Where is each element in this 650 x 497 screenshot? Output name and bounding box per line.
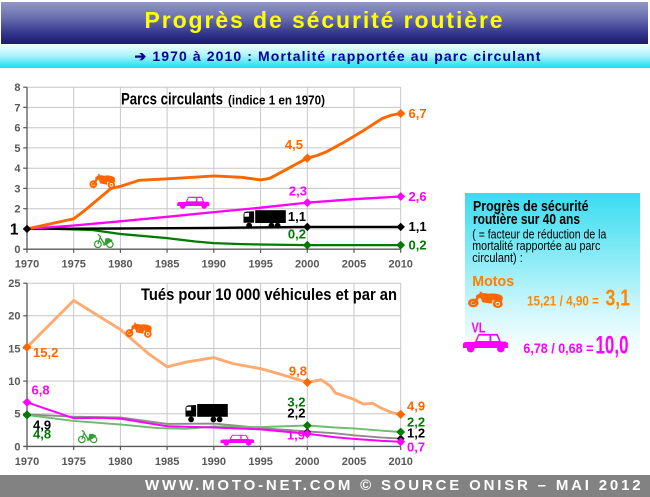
svg-text:1,1: 1,1 [288,209,306,224]
svg-text:0: 0 [14,244,20,256]
svg-text:1975: 1975 [61,259,85,271]
svg-text:2005: 2005 [342,456,366,468]
svg-text:1995: 1995 [248,259,272,271]
svg-text:4,5: 4,5 [285,137,303,152]
svg-text:6,7: 6,7 [409,106,427,121]
svg-text:0: 0 [14,441,20,453]
svg-text:( = facteur de réduction de la: ( = facteur de réduction de la [472,228,606,242]
svg-text:mortalité rapportée au parc: mortalité rapportée au parc [472,239,600,253]
svg-text:1970: 1970 [15,259,39,271]
svg-text:2,2: 2,2 [407,415,425,430]
svg-text:2010: 2010 [388,456,412,468]
svg-text:1985: 1985 [155,259,179,271]
svg-text:1985: 1985 [155,456,179,468]
svg-text:6,78 / 0,68 =: 6,78 / 0,68 = [523,340,593,356]
svg-text:6,8: 6,8 [32,383,50,398]
svg-text:1: 1 [10,222,19,239]
svg-text:2,6: 2,6 [409,189,427,204]
svg-text:3,1: 3,1 [606,285,631,311]
svg-text:Parcs circulants: Parcs circulants [121,91,223,109]
svg-text:25: 25 [8,278,20,290]
svg-text:1990: 1990 [202,259,226,271]
svg-text:0,2: 0,2 [288,227,306,242]
svg-text:(indice 1 en 1970): (indice 1 en 1970) [228,93,325,108]
svg-text:1980: 1980 [108,456,132,468]
svg-text:2,3: 2,3 [289,184,307,199]
svg-text:1980: 1980 [108,259,132,271]
svg-text:3: 3 [14,183,20,195]
svg-text:2,2: 2,2 [287,406,305,421]
svg-text:6: 6 [14,123,20,135]
svg-text:5: 5 [14,143,20,155]
svg-text:4,9: 4,9 [407,399,425,414]
svg-text:8: 8 [14,82,20,94]
svg-text:1970: 1970 [15,456,39,468]
svg-text:1995: 1995 [248,456,272,468]
svg-text:5: 5 [14,409,20,421]
svg-text:3,2: 3,2 [287,395,305,410]
svg-text:10,0: 10,0 [596,332,629,360]
svg-text:4,8: 4,8 [33,427,51,442]
svg-text:1,2: 1,2 [407,426,425,441]
svg-text:Progrès de sécurité: Progrès de sécurité [473,198,589,215]
svg-text:1975: 1975 [61,456,85,468]
svg-text:1,1: 1,1 [409,219,427,234]
svg-text:2005: 2005 [342,259,366,271]
svg-text:15,2: 15,2 [33,345,58,360]
svg-text:4: 4 [14,163,21,175]
svg-text:routière sur 40 ans: routière sur 40 ans [473,211,580,228]
svg-text:4,9: 4,9 [33,418,51,433]
svg-text:VL: VL [472,321,486,337]
svg-text:circulant) :: circulant) : [472,251,523,265]
svg-text:20: 20 [8,311,20,323]
svg-text:1,9: 1,9 [287,428,305,443]
svg-text:2000: 2000 [295,456,319,468]
svg-text:7: 7 [14,102,20,114]
svg-text:Motos: Motos [472,274,514,290]
svg-text:2: 2 [14,204,20,216]
svg-text:0,2: 0,2 [409,237,427,252]
svg-text:2000: 2000 [295,259,319,271]
svg-text:15,21 / 4,90 =: 15,21 / 4,90 = [527,293,599,309]
svg-text:0,7: 0,7 [407,440,425,455]
svg-text:10: 10 [8,376,20,388]
svg-text:2010: 2010 [388,259,412,271]
svg-text:15: 15 [8,343,20,355]
svg-text:1990: 1990 [202,456,226,468]
svg-text:9,8: 9,8 [289,364,307,379]
svg-text:Tués pour 10 000 véhicules et: Tués pour 10 000 véhicules et par an [141,286,397,304]
